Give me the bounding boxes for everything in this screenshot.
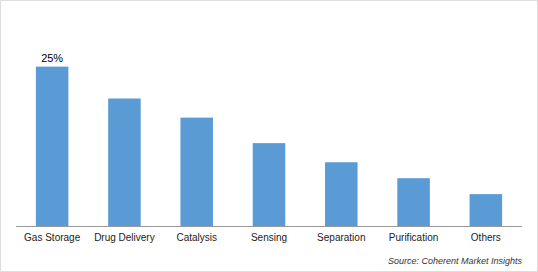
annotation: 25% <box>41 52 63 64</box>
bar <box>36 67 69 226</box>
x-tick-label: Others <box>471 232 501 243</box>
x-tick-label: Catalysis <box>176 232 217 243</box>
bar <box>253 143 286 226</box>
bar <box>397 178 430 226</box>
bar <box>180 118 213 226</box>
chart: Gas Storage Drug Delivery Catalysis Sensing… <box>0 0 538 272</box>
bar <box>108 99 141 227</box>
bar <box>470 194 503 226</box>
chart-container: Gas Storage Drug Delivery Catalysis Sensing… <box>0 0 538 272</box>
x-tick-label: Gas Storage <box>24 232 81 243</box>
x-tick-label: Sensing <box>251 232 287 243</box>
x-axis-line <box>16 226 522 227</box>
x-tick-label: Drug Delivery <box>94 232 155 243</box>
plot-area: Gas Storage Drug Delivery Catalysis Sensing… <box>16 52 522 243</box>
source-note: Source: Coherent Market Insights <box>388 256 523 266</box>
x-tick-label: Purification <box>389 232 438 243</box>
bar <box>325 162 358 226</box>
bars <box>36 67 502 226</box>
background <box>1 1 538 272</box>
x-tick-label: Separation <box>317 232 365 243</box>
